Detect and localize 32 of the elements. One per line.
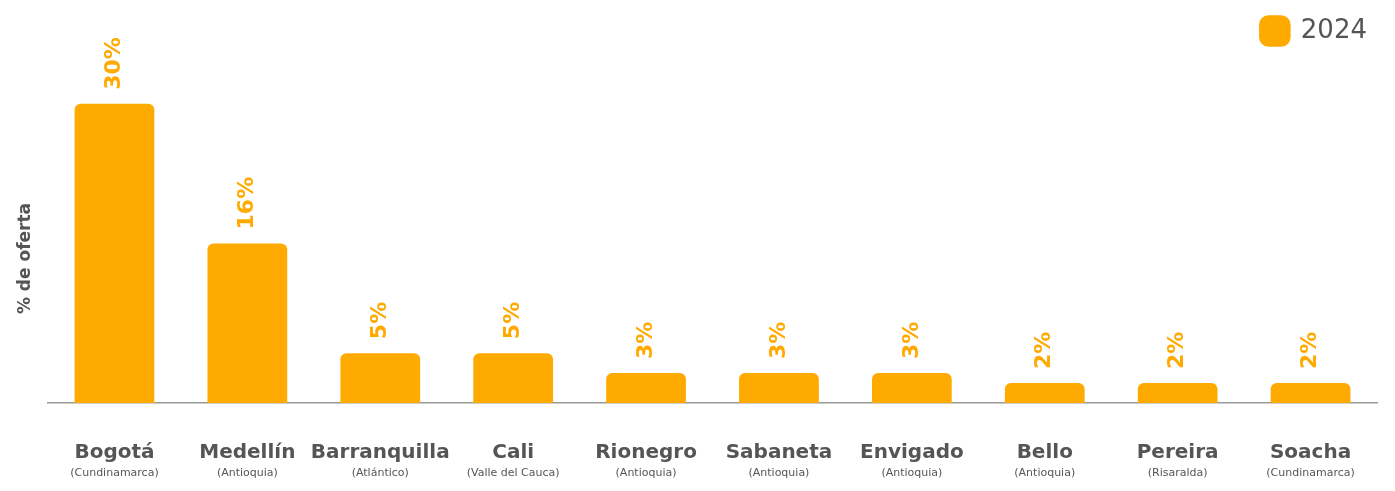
data-label: 3% bbox=[631, 321, 657, 360]
legend-label: 2024 bbox=[1300, 13, 1367, 44]
x-tick-label: Bello (Antioquia) bbox=[1014, 439, 1076, 479]
data-label: 3% bbox=[764, 321, 790, 360]
data-label: 16% bbox=[233, 176, 259, 230]
bar bbox=[1137, 383, 1218, 403]
data-label: 2% bbox=[1163, 331, 1189, 370]
data-label: 5% bbox=[365, 301, 391, 340]
x-tick-label: Medellín (Antioquia) bbox=[199, 439, 296, 479]
data-label: 2% bbox=[1030, 331, 1056, 370]
bar bbox=[739, 373, 819, 403]
y-axis-title: % de oferta bbox=[14, 202, 35, 315]
x-tick-label: Bogotá (Cundinamarca) bbox=[70, 439, 159, 479]
bar bbox=[1004, 383, 1085, 403]
x-tick-label: Pereira (Risaralda) bbox=[1136, 439, 1219, 479]
bar bbox=[207, 243, 288, 403]
bar bbox=[340, 353, 421, 403]
x-tick-label: Soacha (Cundinamarca) bbox=[1266, 439, 1355, 479]
bar bbox=[871, 373, 952, 403]
x-tick-label: Cali (Valle del Cauca) bbox=[466, 439, 560, 479]
x-tick-label: Barranquilla (Atlántico) bbox=[310, 439, 450, 479]
x-tick-label: Sabaneta (Antioquia) bbox=[725, 439, 833, 479]
bar bbox=[74, 103, 155, 403]
data-label: 2% bbox=[1296, 331, 1322, 370]
x-tick-label: Envigado (Antioquia) bbox=[860, 439, 964, 479]
bar bbox=[473, 353, 554, 403]
bar bbox=[1270, 383, 1351, 403]
data-label: 3% bbox=[897, 321, 923, 360]
data-label: 5% bbox=[498, 301, 524, 340]
data-label: 30% bbox=[100, 37, 126, 90]
x-tick-label: Rionegro (Antioquia) bbox=[595, 439, 697, 479]
bar bbox=[606, 373, 686, 403]
